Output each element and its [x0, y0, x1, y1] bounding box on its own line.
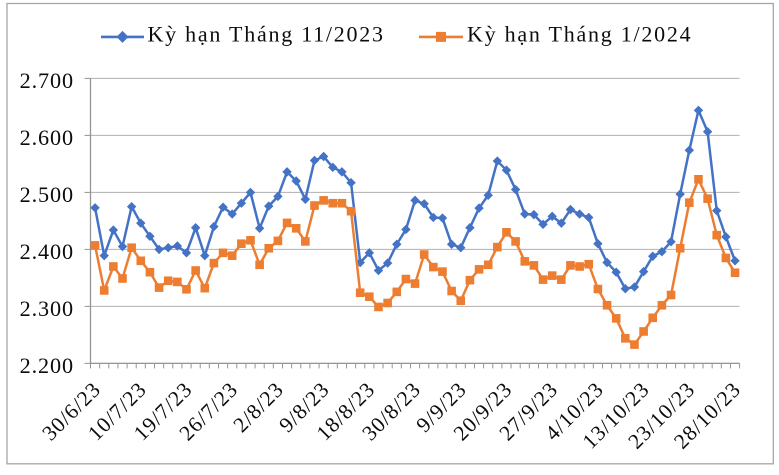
svg-text:Kỳ hạn Tháng 11/2023: Kỳ hạn Tháng 11/2023 [148, 22, 385, 47]
svg-text:2.600: 2.600 [20, 125, 74, 150]
svg-text:2.200: 2.200 [20, 353, 74, 378]
svg-text:2.500: 2.500 [20, 182, 74, 207]
svg-text:2.400: 2.400 [20, 239, 74, 264]
svg-text:2.700: 2.700 [20, 68, 74, 93]
svg-text:Kỳ hạn Tháng 1/2024: Kỳ hạn Tháng 1/2024 [467, 22, 692, 47]
svg-text:2.300: 2.300 [20, 296, 74, 321]
